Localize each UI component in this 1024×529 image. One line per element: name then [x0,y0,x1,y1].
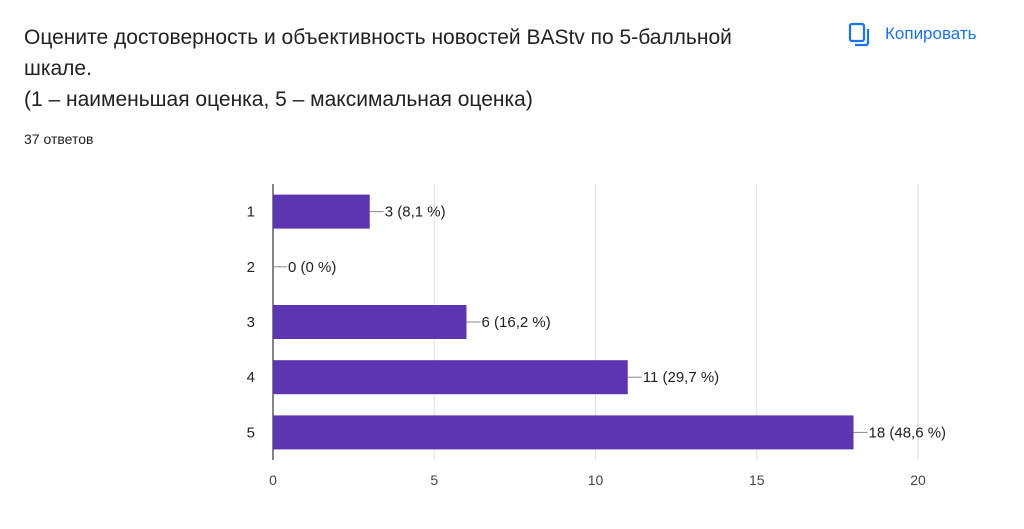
copy-button-label: Копировать [885,24,977,43]
x-tick-label: 10 [588,472,604,488]
x-tick-label: 15 [749,472,765,488]
category-label: 2 [247,259,255,276]
data-label: 18 (48,6 %) [869,424,947,441]
question-title: Оцените достоверность и объективность но… [24,22,814,115]
x-tick-label: 0 [269,472,277,488]
copy-button[interactable]: Копировать [843,18,981,50]
category-label: 3 [247,314,255,331]
x-tick-label: 20 [910,472,926,488]
bar [273,194,370,229]
data-label: 0 (0 %) [288,259,336,276]
question-line-2: шкале. [24,57,92,80]
category-label: 5 [247,424,255,441]
data-label: 3 (8,1 %) [385,204,446,221]
data-label: 6 (16,2 %) [482,314,551,331]
bar [273,360,628,395]
copy-icon [848,22,870,47]
data-label: 11 (29,7 %) [643,369,719,386]
category-label: 1 [247,204,255,221]
bar [273,305,467,339]
x-tick-label: 5 [430,472,438,488]
answers-count: 37 ответов [24,131,94,147]
category-label: 4 [247,369,255,386]
question-line-1: Оцените достоверность и объективность но… [24,26,732,49]
question-line-3: (1 – наименьшая оценка, 5 – максимальная… [24,88,533,111]
bar [273,415,854,450]
